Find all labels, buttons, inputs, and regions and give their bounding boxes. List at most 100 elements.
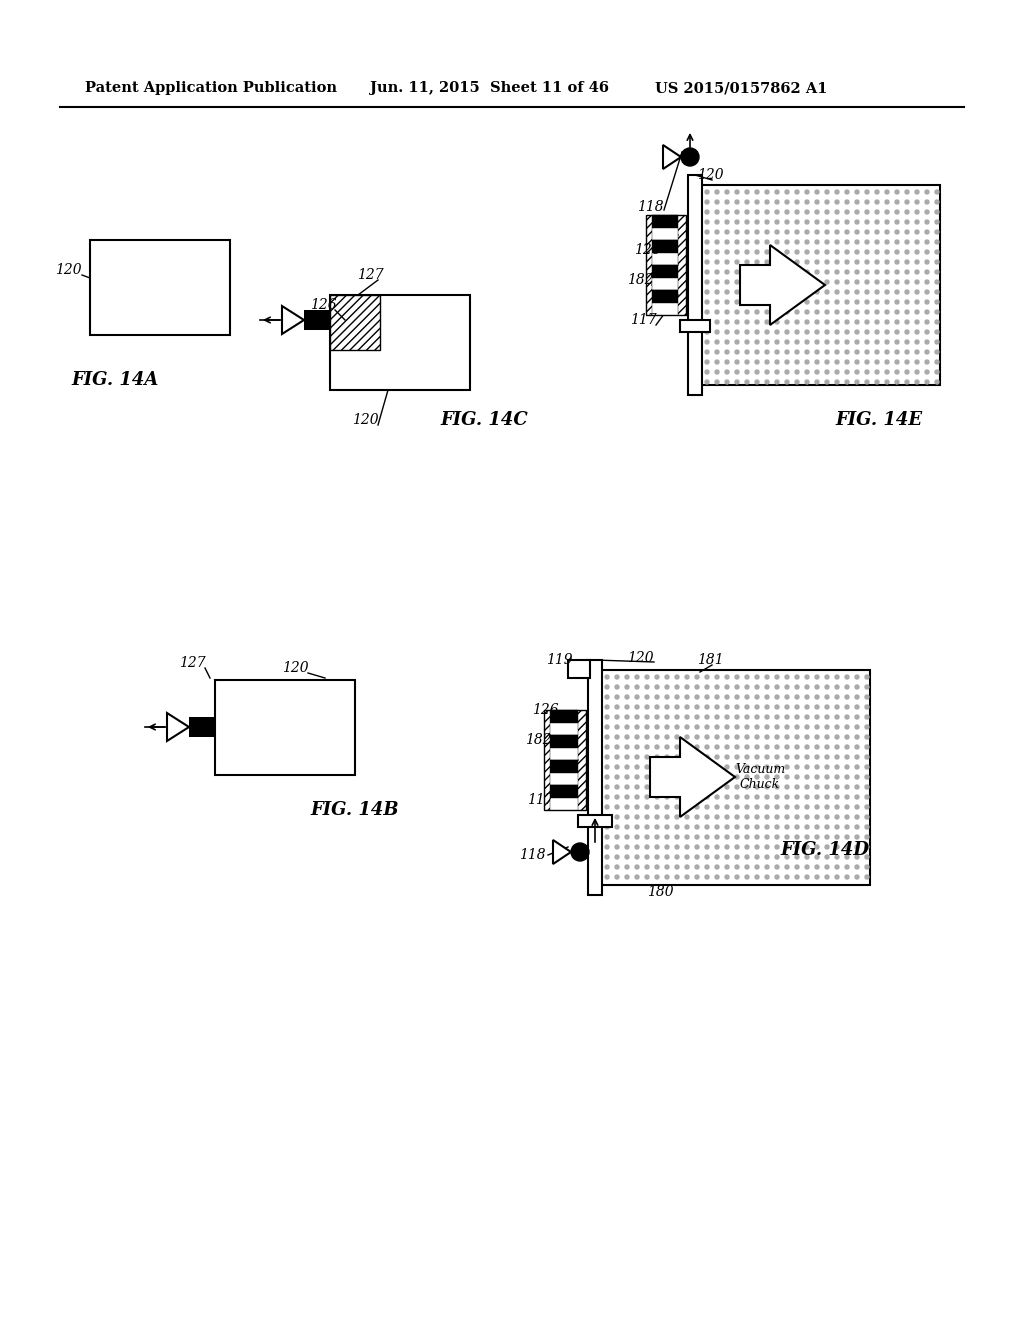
Circle shape: [825, 310, 829, 314]
Circle shape: [915, 201, 919, 205]
Circle shape: [835, 696, 839, 700]
Circle shape: [845, 795, 849, 799]
Circle shape: [735, 755, 739, 759]
Circle shape: [705, 855, 709, 859]
Circle shape: [785, 675, 790, 678]
Circle shape: [665, 755, 669, 759]
Circle shape: [865, 240, 869, 244]
Circle shape: [615, 715, 618, 719]
Circle shape: [695, 795, 699, 799]
Circle shape: [925, 271, 929, 275]
Circle shape: [715, 319, 719, 323]
Circle shape: [845, 696, 849, 700]
Circle shape: [645, 725, 649, 729]
Circle shape: [855, 715, 859, 719]
Circle shape: [925, 330, 929, 334]
Circle shape: [745, 805, 749, 809]
Circle shape: [935, 190, 939, 194]
Circle shape: [825, 744, 829, 748]
Circle shape: [705, 360, 709, 364]
Circle shape: [765, 190, 769, 194]
Circle shape: [795, 220, 799, 224]
Circle shape: [865, 814, 869, 818]
Circle shape: [785, 875, 790, 879]
Circle shape: [925, 310, 929, 314]
Circle shape: [925, 380, 929, 384]
Circle shape: [725, 715, 729, 719]
Circle shape: [835, 310, 839, 314]
Circle shape: [845, 370, 849, 374]
Circle shape: [735, 814, 739, 818]
Circle shape: [865, 370, 869, 374]
Circle shape: [835, 725, 839, 729]
Circle shape: [905, 210, 909, 214]
Circle shape: [705, 190, 709, 194]
Circle shape: [855, 370, 859, 374]
Circle shape: [665, 855, 669, 859]
Circle shape: [635, 696, 639, 700]
Circle shape: [855, 319, 859, 323]
Circle shape: [645, 795, 649, 799]
Circle shape: [755, 220, 759, 224]
Circle shape: [665, 814, 669, 818]
Circle shape: [615, 775, 618, 779]
Circle shape: [785, 715, 790, 719]
Circle shape: [655, 785, 659, 789]
Circle shape: [765, 755, 769, 759]
Circle shape: [745, 210, 749, 214]
Circle shape: [715, 825, 719, 829]
Circle shape: [615, 735, 618, 739]
Circle shape: [675, 814, 679, 818]
Circle shape: [705, 319, 709, 323]
Circle shape: [695, 805, 699, 809]
Circle shape: [935, 290, 939, 294]
Circle shape: [775, 360, 779, 364]
Circle shape: [655, 795, 659, 799]
Circle shape: [635, 805, 639, 809]
Circle shape: [605, 755, 609, 759]
Circle shape: [605, 814, 609, 818]
Circle shape: [635, 785, 639, 789]
Circle shape: [905, 350, 909, 354]
Circle shape: [815, 755, 819, 759]
Circle shape: [635, 744, 639, 748]
Circle shape: [795, 785, 799, 789]
Circle shape: [815, 310, 819, 314]
Circle shape: [725, 210, 729, 214]
Circle shape: [885, 330, 889, 334]
Circle shape: [785, 755, 790, 759]
Circle shape: [885, 310, 889, 314]
Circle shape: [885, 380, 889, 384]
Circle shape: [785, 825, 790, 829]
Circle shape: [775, 271, 779, 275]
Circle shape: [745, 785, 749, 789]
Circle shape: [775, 350, 779, 354]
Circle shape: [665, 725, 669, 729]
Circle shape: [755, 805, 759, 809]
Circle shape: [625, 675, 629, 678]
Circle shape: [815, 260, 819, 264]
Circle shape: [815, 360, 819, 364]
Circle shape: [705, 696, 709, 700]
Circle shape: [915, 300, 919, 304]
Circle shape: [855, 766, 859, 770]
Circle shape: [815, 240, 819, 244]
Circle shape: [795, 330, 799, 334]
Circle shape: [925, 260, 929, 264]
Circle shape: [765, 240, 769, 244]
Circle shape: [835, 260, 839, 264]
Circle shape: [855, 230, 859, 234]
Circle shape: [874, 300, 879, 304]
Circle shape: [615, 795, 618, 799]
Circle shape: [855, 735, 859, 739]
Circle shape: [775, 240, 779, 244]
Circle shape: [785, 201, 790, 205]
Circle shape: [685, 825, 689, 829]
Circle shape: [705, 766, 709, 770]
Circle shape: [825, 249, 829, 253]
Circle shape: [795, 201, 799, 205]
Circle shape: [775, 675, 779, 678]
Circle shape: [705, 220, 709, 224]
Polygon shape: [553, 840, 571, 865]
Circle shape: [885, 240, 889, 244]
